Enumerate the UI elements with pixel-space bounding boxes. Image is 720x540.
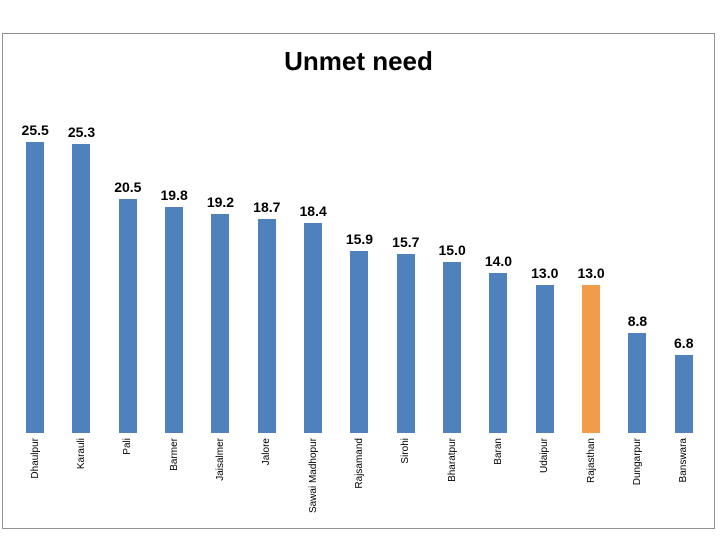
bar-column: 25.5 Dhaulpur — [12, 122, 58, 479]
category-label-wrap: Udaipur — [522, 438, 568, 533]
bar — [72, 144, 91, 433]
bar — [211, 214, 230, 433]
category-label-wrap: Baran — [475, 438, 521, 533]
bar-column: 19.8 Barmer — [151, 133, 197, 471]
category-label-wrap: Jaisalmer — [197, 438, 243, 533]
category-label-wrap: Dhaulpur — [12, 438, 58, 533]
bar-value-label: 18.7 — [253, 199, 281, 215]
category-label-wrap: Dungarpur — [614, 438, 660, 533]
bar-value-label: 14.0 — [484, 253, 513, 269]
bar-column: 19.2 Jaisalmer — [197, 133, 243, 481]
category-label: Bharatpur — [446, 438, 458, 482]
category-label: Jalore — [261, 438, 273, 466]
category-label: Rajasthan — [585, 438, 597, 484]
bar-value-label: 13.0 — [531, 265, 559, 281]
bar — [396, 254, 415, 433]
category-label: Dungarpur — [631, 438, 643, 486]
bar-value-label: 6.8 — [674, 335, 694, 351]
bar-column: 8.8 Dungarpur — [614, 133, 660, 485]
bar — [165, 207, 184, 433]
category-label: Jaisalmer — [214, 438, 226, 481]
category-label-wrap: Pali — [105, 438, 151, 533]
bar-value-label: 15.0 — [438, 242, 466, 258]
category-label-wrap: Banswara — [661, 438, 707, 533]
category-label: Barmer — [168, 438, 180, 471]
bar-value-label: 15.9 — [345, 231, 374, 247]
bar-value-label: 20.5 — [114, 179, 142, 195]
bar-value-label: 25.5 — [21, 122, 49, 138]
category-label: Sawai Madhopur — [307, 438, 319, 514]
category-label: Karauli — [75, 438, 87, 470]
bar-column: 14.0 Baran — [475, 133, 521, 465]
chart-container: Unmet need 25.5 Dhaulpur 25.3 Karauli 20.5 Pa… — [2, 33, 715, 529]
bar — [304, 223, 323, 433]
bar — [443, 262, 462, 433]
category-label-wrap: Barmer — [151, 438, 197, 533]
bar-column: 13.0 Rajasthan — [568, 133, 614, 483]
bar-value-label: 13.0 — [577, 265, 605, 281]
bar-value-label: 18.4 — [299, 203, 327, 219]
bar-column: 15.0 Bharatpur — [429, 133, 475, 482]
bar — [257, 219, 276, 433]
category-label-wrap: Bharatpur — [429, 438, 475, 533]
category-label: Dhaulpur — [29, 438, 41, 479]
bar-column: 18.4 Sawai Madhopur — [290, 133, 336, 513]
category-label-wrap: Jalore — [244, 438, 290, 533]
bar-column: 13.0 Udaipur — [522, 133, 568, 473]
bar-column: 15.7 Sirohi — [383, 133, 429, 464]
bar-value-label: 25.3 — [67, 124, 96, 140]
bar — [118, 199, 137, 433]
category-label: Udaipur — [539, 438, 551, 474]
category-label-wrap: Rajsamand — [336, 438, 382, 533]
bar — [628, 333, 647, 433]
bar — [674, 355, 693, 433]
bar-column: 6.8 Banswara — [661, 133, 707, 482]
bar-column: 15.9 Rajsamand — [336, 133, 382, 489]
category-label-wrap: Karauli — [58, 438, 104, 533]
category-label: Baran — [492, 438, 504, 465]
chart-title: Unmet need — [284, 46, 433, 76]
bar-column: 25.3 Karauli — [58, 124, 104, 469]
bar-highlighted — [582, 285, 601, 433]
bar-value-label: 15.7 — [392, 234, 420, 250]
category-label-wrap: Sawai Madhopur — [290, 438, 336, 533]
bar-column: 20.5 Pali — [105, 133, 151, 455]
bar — [489, 273, 508, 433]
category-label: Pali — [122, 438, 134, 455]
category-label: Sirohi — [400, 438, 412, 464]
bar — [535, 285, 554, 433]
bar-column: 18.7 Jalore — [244, 133, 290, 465]
bar-value-label: 19.8 — [160, 187, 188, 203]
plot-area: 25.5 Dhaulpur 25.3 Karauli 20.5 Pali 19.8 Barme… — [12, 122, 707, 513]
bar — [350, 251, 369, 433]
category-label: Rajsamand — [353, 438, 365, 489]
category-label-wrap: Sirohi — [383, 438, 429, 533]
category-label: Banswara — [678, 438, 690, 483]
bar — [26, 142, 45, 433]
bar-value-label: 8.8 — [627, 313, 648, 329]
category-label-wrap: Rajasthan — [568, 438, 614, 533]
bar-value-label: 19.2 — [206, 194, 235, 210]
